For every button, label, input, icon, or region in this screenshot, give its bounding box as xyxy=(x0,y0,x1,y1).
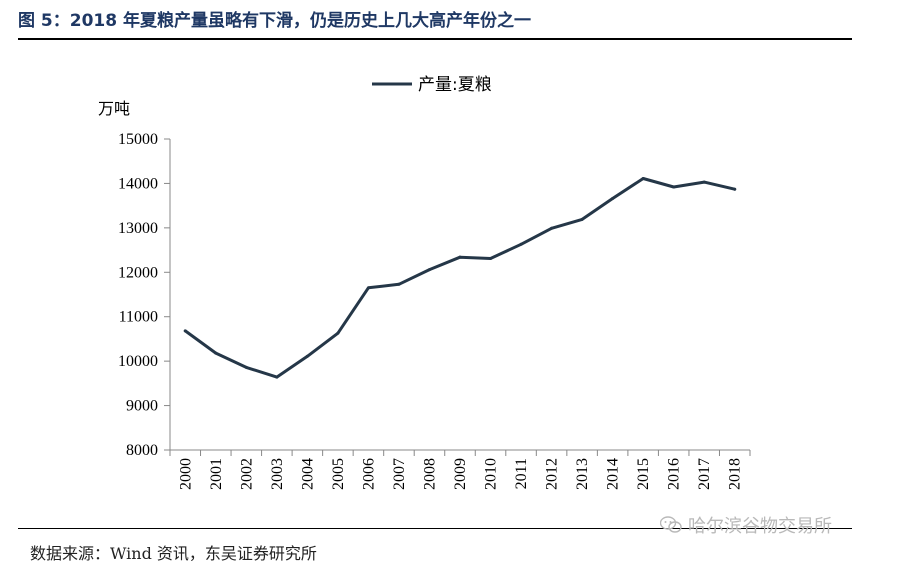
y-tick-label: 13000 xyxy=(118,220,158,237)
y-tick-label: 14000 xyxy=(118,175,158,192)
y-tick-label: 10000 xyxy=(118,353,158,370)
y-axis-unit: 万吨 xyxy=(98,99,130,118)
x-tick-label: 2014 xyxy=(605,458,622,490)
x-tick-label: 2007 xyxy=(391,458,408,490)
x-ticks: 2000 2001 2002 2003 2004 2005 2006 2007 2008 2009… xyxy=(169,450,751,490)
series-layer xyxy=(183,177,737,379)
x-tick-label: 2002 xyxy=(238,458,255,490)
data-point xyxy=(702,180,706,184)
source-note: 数据来源：Wind 资讯，东吴证券研究所 xyxy=(30,544,317,563)
wechat-icon xyxy=(660,516,682,533)
x-tick-label: 2000 xyxy=(177,458,194,490)
y-tick-label: 15000 xyxy=(118,131,158,148)
data-point xyxy=(397,282,401,286)
x-tick-label: 2006 xyxy=(360,458,377,490)
x-tick-label: 2016 xyxy=(666,458,683,490)
data-point xyxy=(366,286,370,290)
y-tick-label: 9000 xyxy=(126,398,158,415)
y-tick-label: 12000 xyxy=(118,264,158,281)
axes xyxy=(169,139,750,451)
x-tick-label: 2015 xyxy=(635,458,652,490)
data-point xyxy=(672,185,676,189)
x-tick-label: 2009 xyxy=(452,458,469,490)
data-point xyxy=(641,177,645,181)
line-chart: 产量:夏粮 万吨 8000 9000 10000 11000 12000 13000 140… xyxy=(98,75,751,490)
data-point xyxy=(427,268,431,272)
x-tick-label: 2012 xyxy=(544,458,561,490)
data-point xyxy=(336,331,340,335)
data-point xyxy=(489,257,493,261)
figure-title: 图 5：2018 年夏粮产量虽略有下滑，仍是历史上几大高产年份之一 xyxy=(18,11,531,31)
legend-label: 产量:夏粮 xyxy=(418,75,492,95)
data-point xyxy=(183,329,187,333)
x-tick-label: 2010 xyxy=(483,458,500,490)
source-rule xyxy=(18,528,852,529)
data-point xyxy=(305,354,309,358)
chart-legend: 产量:夏粮 xyxy=(372,75,492,95)
y-tick-label: 8000 xyxy=(126,442,158,459)
x-tick-label: 2004 xyxy=(299,458,316,490)
series-line xyxy=(183,177,737,379)
y-tick-label: 11000 xyxy=(119,309,158,326)
x-tick-label: 2018 xyxy=(727,458,744,490)
watermark: 哈尔滨谷物交易所 xyxy=(660,512,832,538)
data-point xyxy=(550,226,554,230)
data-point xyxy=(214,351,218,355)
data-point xyxy=(275,375,279,379)
x-tick-label: 2003 xyxy=(269,458,286,490)
x-tick-label: 2013 xyxy=(574,458,591,490)
data-point xyxy=(244,365,248,369)
title-rule xyxy=(18,38,852,40)
data-point xyxy=(458,255,462,259)
data-point xyxy=(733,187,737,191)
watermark-text: 哈尔滨谷物交易所 xyxy=(688,516,832,537)
x-tick-label: 2005 xyxy=(330,458,347,490)
data-point xyxy=(611,197,615,201)
x-tick-label: 2008 xyxy=(421,458,438,490)
data-point xyxy=(580,217,584,221)
x-tick-label: 2017 xyxy=(696,458,713,490)
data-point xyxy=(519,242,523,246)
y-ticks: 8000 9000 10000 11000 12000 13000 14000 15000 xyxy=(118,131,170,459)
x-tick-label: 2001 xyxy=(208,458,225,490)
x-tick-label: 2011 xyxy=(513,458,530,489)
